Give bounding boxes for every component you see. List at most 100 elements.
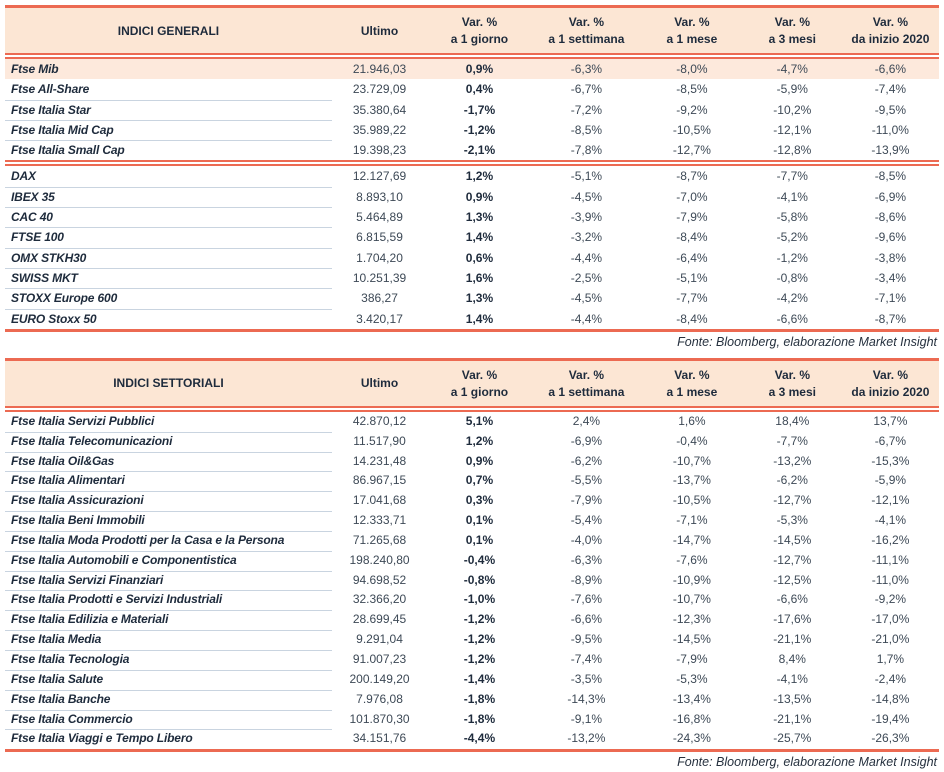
var-inizio-2020-value: -11,1% xyxy=(871,552,909,567)
index-name: Ftse Italia Banche xyxy=(5,690,332,711)
var-1-settimana-value: -4,4% xyxy=(570,311,603,326)
var-1-mese-value: -7,9% xyxy=(676,651,708,666)
var-1-settimana-value: -6,3% xyxy=(570,62,603,76)
table-row: Ftse Italia Prodotti e Servizi Industria… xyxy=(5,590,939,612)
ultimo-value: 14.231,48 xyxy=(352,453,407,468)
ultimo-value: 5.464,89 xyxy=(356,210,403,225)
ultimo-value: 9.291,04 xyxy=(356,632,403,647)
index-name: Ftse Italia Viaggi e Tempo Libero xyxy=(11,731,193,746)
var-1-settimana-value: -6,7% xyxy=(570,82,603,97)
var-3-mesi-value: -12,8% xyxy=(773,143,812,158)
var-inizio-2020-value: 13,7% xyxy=(873,413,908,428)
var-1-settimana-value: -4,0% xyxy=(570,532,603,547)
table-top-border xyxy=(5,357,939,361)
var-1-mese-value: -7,0% xyxy=(676,189,708,204)
var-1-settimana-value: -7,9% xyxy=(570,493,603,508)
table-row: Ftse Italia Media 9.291,04 -1,2% -9,5% -14,5… xyxy=(5,630,939,651)
var-1-giorno-value: -1,2% xyxy=(463,651,496,666)
var-1-mese-value: -7,1% xyxy=(676,513,708,528)
table-row: Ftse Italia Assicurazioni 17.041,68 0,3% -7… xyxy=(5,491,939,513)
table-row: DAX 12.127,69 1,2% -5,1% -8,7% -7,7% -8,5% xyxy=(5,166,939,188)
period-label: a 1 giorno xyxy=(450,32,509,46)
var-1-giorno-value: 0,7% xyxy=(465,473,494,488)
table-row: Ftse Italia Banche 7.976,08 -1,8% -14,3% -13… xyxy=(5,690,939,711)
table-row: Ftse Italia Servizi Pubblici 42.870,12 5,1… xyxy=(5,412,939,433)
table-row: Ftse Italia Star 35.380,64 -1,7% -7,2% -9,2%… xyxy=(5,100,939,121)
var-1-mese-value: -13,4% xyxy=(672,691,711,706)
var-1-giorno-value: 5,1% xyxy=(465,413,494,428)
var-label: Var. % xyxy=(872,15,909,29)
ultimo-value: 91.007,23 xyxy=(352,651,407,666)
var-3-mesi-value: -5,2% xyxy=(776,230,808,245)
col-header-ultimo: Ultimo xyxy=(360,23,399,38)
var-1-mese-value: -24,3% xyxy=(672,731,711,746)
indici-generali-body: Ftse Mib 21.946,03 0,9% -6,3% -8,0% -4,7% -6,6… xyxy=(5,59,939,329)
col-header-var-inizio-2020: Var. % da inizio 2020 xyxy=(842,361,939,406)
var-1-giorno-value: 1,4% xyxy=(465,311,494,326)
var-label: Var. % xyxy=(774,15,810,29)
var-1-mese-value: -10,5% xyxy=(672,122,711,137)
var-1-mese-value: -8,7% xyxy=(676,169,708,184)
var-1-giorno-value: -1,8% xyxy=(463,711,496,726)
var-label: Var. % xyxy=(674,15,710,29)
table-row: Ftse Italia Telecomunicazioni 11.517,90 1,… xyxy=(5,432,939,453)
col-header-var-3-mesi: Var. % a 3 mesi xyxy=(743,8,842,53)
var-3-mesi-value: 18,4% xyxy=(775,413,810,428)
var-inizio-2020-value: -3,4% xyxy=(874,270,907,285)
index-name: Ftse Italia Oil&Gas xyxy=(5,452,332,473)
ultimo-value: 3.420,17 xyxy=(356,311,403,326)
table-title: INDICI SETTORIALI xyxy=(113,376,224,391)
index-name: Ftse Italia Salute xyxy=(5,670,332,691)
var-1-mese-value: -8,4% xyxy=(676,311,708,326)
var-inizio-2020-value: -6,9% xyxy=(874,189,907,204)
var-1-giorno-value: 0,9% xyxy=(465,453,494,468)
var-1-mese-value: -14,5% xyxy=(672,632,711,647)
ultimo-value: 32.366,20 xyxy=(352,592,407,607)
var-1-giorno-value: -0,4% xyxy=(463,552,496,567)
var-3-mesi-value: -10,2% xyxy=(773,102,812,117)
var-1-settimana-value: -13,2% xyxy=(567,731,606,746)
var-1-settimana-value: -2,5% xyxy=(570,270,603,285)
indici-settoriali-body: Ftse Italia Servizi Pubblici 42.870,12 5,1… xyxy=(5,412,939,749)
var-1-giorno-value: 0,9% xyxy=(465,189,494,204)
col-header-var-3-mesi: Var. % a 3 mesi xyxy=(743,361,842,406)
var-1-mese-value: -5,1% xyxy=(676,270,708,285)
var-1-settimana-value: -3,9% xyxy=(570,210,603,225)
table-row: Ftse Italia Alimentari 86.967,15 0,7% -5,5%… xyxy=(5,471,939,493)
index-name: Ftse All-Share xyxy=(5,79,332,101)
source-note: Fonte: Bloomberg, elaborazione Market In… xyxy=(677,334,937,349)
table-row: CAC 40 5.464,89 1,3% -3,9% -7,9% -5,8% -8,6% xyxy=(5,207,939,229)
ultimo-value: 19.398,23 xyxy=(352,143,407,158)
var-1-settimana-value: -6,6% xyxy=(570,612,603,627)
var-1-mese-value: -7,7% xyxy=(676,291,708,306)
var-1-giorno-value: 1,4% xyxy=(465,230,494,245)
index-name: IBEX 35 xyxy=(5,187,332,209)
var-3-mesi-value: -14,5% xyxy=(773,532,812,547)
period-label: a 1 giorno xyxy=(450,384,509,399)
period-label: a 3 mesi xyxy=(768,384,816,399)
table-row: SWISS MKT 10.251,39 1,6% -2,5% -5,1% -0,8% -3,… xyxy=(5,268,939,290)
table-title: INDICI GENERALI xyxy=(117,23,220,38)
var-label: Var. % xyxy=(461,367,498,382)
index-name: Ftse Italia Assicurazioni xyxy=(5,491,332,513)
var-label: Var. % xyxy=(568,367,605,382)
table-row: Ftse Italia Automobili e Componentistica… xyxy=(5,551,939,572)
col-header-var-1-giorno: Var. % a 1 giorno xyxy=(427,8,532,53)
var-inizio-2020-value: -26,3% xyxy=(871,731,910,746)
var-1-mese-value: -7,6% xyxy=(676,552,708,567)
table-row: EURO Stoxx 50 3.420,17 1,4% -4,4% -8,4% -6,6%… xyxy=(5,309,939,329)
var-1-settimana-value: -3,2% xyxy=(570,230,603,245)
var-1-settimana-value: -5,4% xyxy=(570,513,603,528)
var-3-mesi-value: -12,7% xyxy=(773,552,812,567)
ultimo-value: 42.870,12 xyxy=(352,413,407,428)
var-3-mesi-value: -7,7% xyxy=(776,433,808,448)
var-1-mese-value: -14,7% xyxy=(672,532,711,547)
var-1-settimana-value: -6,9% xyxy=(570,433,603,448)
var-inizio-2020-value: -7,4% xyxy=(874,82,907,97)
indici-generali-header-row: INDICI GENERALI Ultimo Var. % a 1 giorno… xyxy=(5,8,939,53)
var-1-giorno-value: 1,6% xyxy=(465,270,494,285)
var-1-giorno-value: -1,8% xyxy=(463,691,496,706)
col-header-ultimo: Ultimo xyxy=(360,376,399,391)
ultimo-value: 1.704,20 xyxy=(356,250,403,265)
